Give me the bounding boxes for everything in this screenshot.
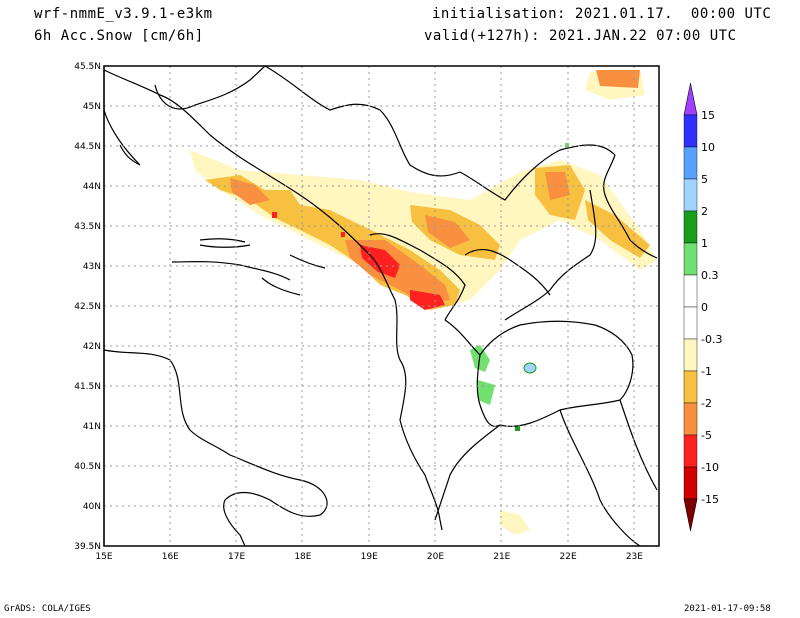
snow-patch-darkorange3 xyxy=(425,215,470,248)
footer-timestamp: 2021-01-17-09:58 xyxy=(684,604,771,614)
snow-patch-darkorange4 xyxy=(545,172,570,200)
footer-credit: GrADS: COLA/IGES xyxy=(4,604,91,614)
lon-label: 15E xyxy=(95,552,112,562)
valid-time: valid(+127h): 2021.JAN.22 07:00 UTC xyxy=(424,28,737,44)
colorbar-segment xyxy=(683,434,698,468)
lat-label: 39.5N xyxy=(74,542,101,552)
lon-label: 20E xyxy=(427,552,444,562)
lat-label: 44N xyxy=(83,182,101,192)
lat-label: 41.5N xyxy=(74,382,101,392)
colorbar-label: -10 xyxy=(701,461,719,474)
colorbar-segment xyxy=(683,210,698,244)
colorbar-label: -1 xyxy=(701,365,712,378)
colorbar-segment xyxy=(683,402,698,436)
precip-green-spot3 xyxy=(515,426,520,431)
lon-label: 21E xyxy=(493,552,510,562)
snow-shading xyxy=(190,70,657,535)
snow-core-red xyxy=(360,245,400,278)
lat-label: 40N xyxy=(83,502,101,512)
lon-label: 16E xyxy=(162,552,179,562)
colorbar-top-arrow xyxy=(683,82,698,116)
colorbar-label: 0 xyxy=(701,301,708,314)
colorbar-segment xyxy=(683,466,698,500)
colorbar-label: 0.3 xyxy=(701,269,719,282)
lat-label: 45.5N xyxy=(74,62,101,72)
colorbar-segment xyxy=(683,114,698,148)
lon-label: 22E xyxy=(560,552,577,562)
lat-label: 42.5N xyxy=(74,302,101,312)
colorbar-segment xyxy=(683,338,698,372)
lat-label: 45N xyxy=(83,102,101,112)
colorbar-label: -2 xyxy=(701,397,712,410)
map-area xyxy=(103,65,660,547)
gridlines xyxy=(104,66,659,546)
lat-label: 44.5N xyxy=(74,142,101,152)
precip-blue-spot xyxy=(523,362,537,374)
colorbar-label: 2 xyxy=(701,205,708,218)
lat-label: 42N xyxy=(83,342,101,352)
colorbar-segment xyxy=(683,274,698,308)
snow-core-red2 xyxy=(410,290,445,310)
colorbar-label: -0.3 xyxy=(701,333,722,346)
colorbar-label: -5 xyxy=(701,429,712,442)
colorbar-label: 5 xyxy=(701,173,708,186)
snow-core-red3 xyxy=(272,212,277,218)
snow-light-south xyxy=(500,510,530,535)
model-title: wrf-nmmE_v3.9.1-e3km xyxy=(34,6,213,22)
lat-label: 43N xyxy=(83,262,101,272)
colorbar: 15 10 5 2 1 0.3 0 -0.3 -1 -2 -5 -10 -15 xyxy=(683,82,722,532)
colorbar-segment xyxy=(683,370,698,404)
colorbar-segment xyxy=(683,242,698,276)
snow-patch-orange5 xyxy=(596,70,640,88)
lat-label: 40.5N xyxy=(74,462,101,472)
variable-title: 6h Acc.Snow [cm/6h] xyxy=(34,28,204,44)
colorbar-label: 10 xyxy=(701,141,715,154)
colorbar-label: -15 xyxy=(701,493,719,506)
lon-axis-labels: 15E 16E 17E 18E 19E 20E 21E 22E 23E xyxy=(95,552,643,562)
lat-axis-labels: 45.5N 45N 44.5N 44N 43.5N 43N 42.5N 42N 41.5N 41N… xyxy=(74,62,101,552)
colorbar-segment xyxy=(683,306,698,340)
lat-label: 43.5N xyxy=(74,222,101,232)
colorbar-segment xyxy=(683,146,698,180)
init-time: initialisation: 2021.01.17. 00:00 UTC xyxy=(432,6,772,22)
colorbar-label: 1 xyxy=(701,237,708,250)
snow-band-darkorange xyxy=(230,178,270,205)
lon-label: 23E xyxy=(626,552,643,562)
map-frame xyxy=(103,65,660,547)
snow-core-red4 xyxy=(341,232,345,237)
colorbar-label: 15 xyxy=(701,109,715,122)
lon-label: 19E xyxy=(361,552,378,562)
colorbar-segment xyxy=(683,178,698,212)
lon-label: 18E xyxy=(294,552,311,562)
lat-label: 41N xyxy=(83,422,101,432)
colorbar-bottom-arrow xyxy=(683,498,698,532)
lon-label: 17E xyxy=(228,552,245,562)
